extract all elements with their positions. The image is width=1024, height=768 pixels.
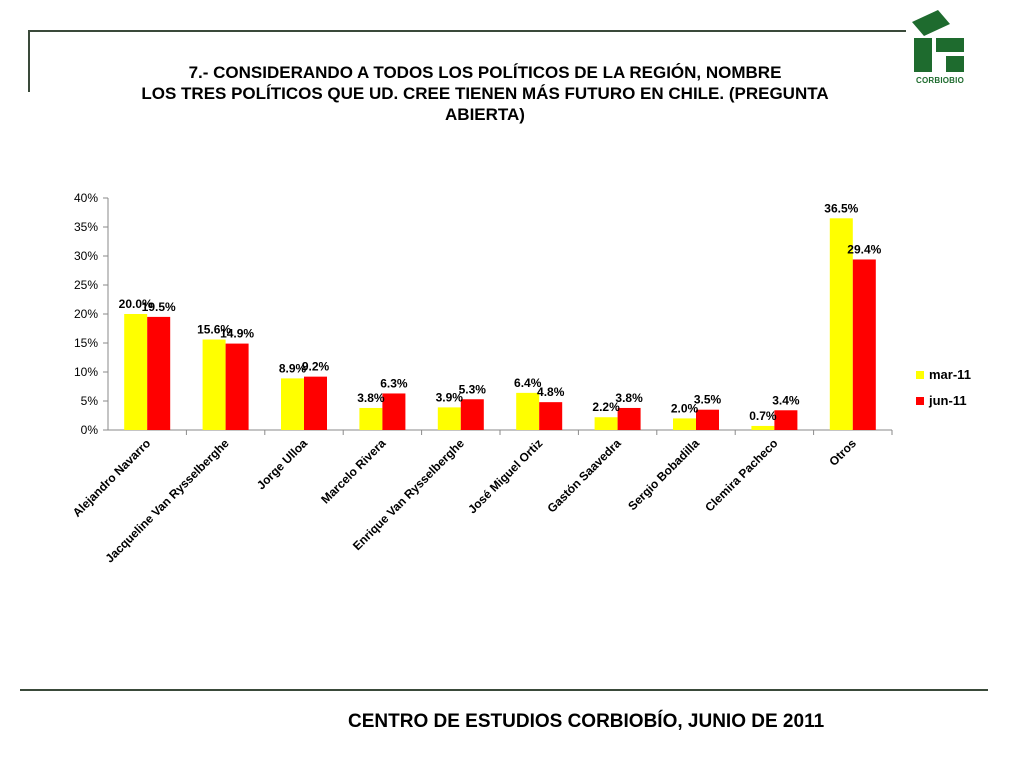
bar-jun-11-5 [539,402,563,430]
bar-jun-11-7 [696,409,719,430]
category-label: Clemira Pacheco [702,436,780,514]
logo-text: CORBIOBIO [915,76,965,85]
category-label: Gastón Saavedra [544,436,623,515]
legend-label-jun-11: jun-11 [928,393,967,408]
data-label-mar-11-2: 8.9% [279,361,307,375]
data-label-mar-11-1: 15.6% [197,323,231,337]
bar-mar-11-3 [359,407,383,430]
data-label-mar-11-3: 3.8% [357,391,385,405]
y-tick-label: 10% [74,365,98,379]
bar-mar-11-1 [202,339,226,430]
y-tick-label: 40% [74,191,98,205]
category-label: Jorge Ulloa [254,436,310,492]
legend: mar-11 jun-11 [916,367,971,408]
logo-mark-icon [912,10,964,72]
bar-mar-11-8 [751,425,775,430]
data-label-mar-11-6: 2.2% [592,400,620,414]
category-label: Sergio Bobadilla [625,436,702,513]
data-label-mar-11-7: 2.0% [671,401,699,415]
bar-jun-11-8 [774,410,798,430]
bar-mar-11-2 [281,378,304,430]
bar-jun-11-9 [852,259,876,430]
bar-jun-11-0 [147,316,171,430]
bar-mar-11-4 [437,407,461,430]
data-label-jun-11-6: 3.8% [615,391,643,405]
category-label: José Miguel Ortiz [465,436,545,516]
bar-jun-11-6 [617,407,641,430]
data-label-mar-11-5: 6.4% [514,376,542,390]
bar-mar-11-7 [673,418,696,430]
data-label-jun-11-4: 5.3% [459,382,487,396]
bar-mar-11-9 [829,218,853,430]
y-tick-label: 25% [74,278,98,292]
data-label-mar-11-9: 36.5% [824,201,858,215]
legend-label-mar-11: mar-11 [929,367,971,382]
title-line-2: LOS TRES POLÍTICOS QUE UD. CREE TIENEN M… [141,84,829,103]
y-tick-label: 15% [74,336,98,350]
bar-mar-11-0 [124,314,148,430]
category-label: Otros [826,436,859,469]
bar-jun-11-1 [225,343,249,430]
footer-text: CENTRO DE ESTUDIOS CORBIOBÍO, JUNIO DE 2… [348,711,825,732]
y-tick-label: 35% [74,220,98,234]
data-label-mar-11-4: 3.9% [436,390,464,404]
data-label-jun-11-0: 19.5% [142,300,176,314]
bar-mar-11-5 [516,392,540,430]
data-label-jun-11-5: 4.8% [537,385,565,399]
bar-jun-11-3 [382,393,406,430]
frame-top-border [28,30,906,32]
data-label-jun-11-8: 3.4% [772,393,800,407]
data-label-jun-11-3: 6.3% [380,376,408,390]
data-label-mar-11-8: 0.7% [749,409,777,423]
data-label-mar-11-0: 20.0% [119,297,153,311]
bar-jun-11-4 [460,399,484,430]
data-label-jun-11-2: 9.2% [302,360,330,374]
bar-mar-11-6 [594,417,618,430]
footer-divider [20,689,988,691]
data-label-jun-11-9: 29.4% [847,242,881,256]
value-labels: 20.0%19.5%15.6%14.9%8.9%9.2%3.8%6.3%3.9%… [119,201,882,423]
data-label-jun-11-7: 3.5% [694,393,722,407]
bar-jun-11-2 [304,376,327,430]
y-tick-label: 20% [74,307,98,321]
title-line-1: 7.- CONSIDERANDO A TODOS LOS POLÍTICOS D… [188,63,782,82]
y-tick-label: 0% [81,423,99,437]
frame-left-border [28,30,30,92]
corbiobio-logo: CORBIOBIO [908,8,972,90]
legend-swatch-mar-11 [916,371,924,379]
data-label-jun-11-1: 14.9% [220,327,254,341]
category-label: Alejandro Navarro [70,436,153,519]
y-tick-label: 5% [81,394,99,408]
bar-chart: 0% 5% 10% 15% 20% 25% 30% 35% 40% 20.0%19.5% 15.6… [70,191,971,565]
legend-swatch-jun-11 [916,397,924,405]
title-line-3: ABIERTA) [445,105,525,124]
category-label: Jacqueline Van Rysselberghe [102,436,231,565]
bars [124,218,876,430]
y-tick-label: 30% [74,249,98,263]
category-label: Marcelo Rivera [318,436,389,507]
page-title: 7.- CONSIDERANDO A TODOS LOS POLÍTICOS D… [60,62,910,125]
